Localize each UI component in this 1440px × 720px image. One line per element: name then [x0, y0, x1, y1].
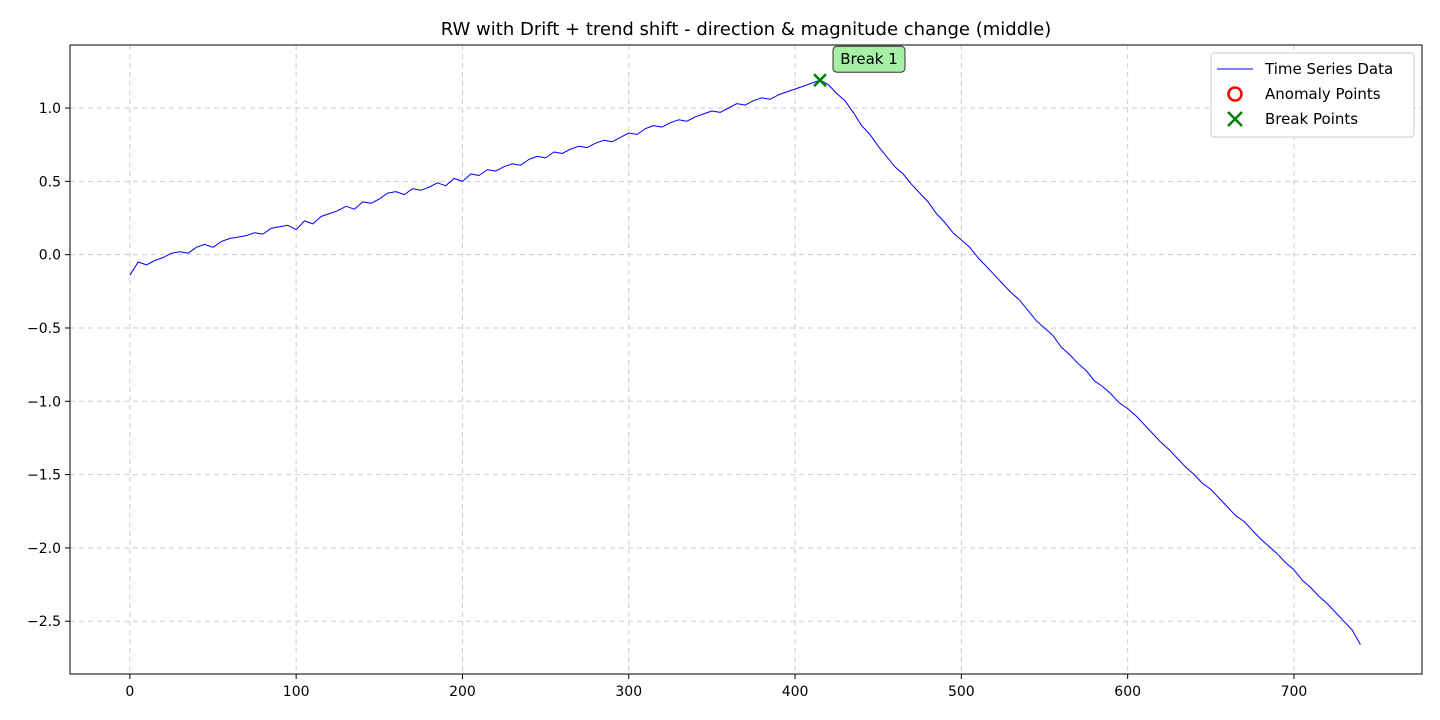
legend: Time Series Data Anomaly Points Break Poin…	[1210, 52, 1415, 138]
legend-label: Break Points	[1265, 110, 1358, 128]
legend-box	[1210, 52, 1415, 138]
y-tick-label: −1.5	[27, 468, 61, 484]
x-tick-label: 700	[1281, 684, 1308, 700]
y-tick-label: 1.0	[39, 101, 61, 117]
x-tick-label: 400	[782, 684, 809, 700]
x-tick-label: 100	[283, 684, 310, 700]
x-axis: 0 100 200 300 400 500 600 700	[125, 674, 1307, 700]
break-annotation-box	[832, 45, 906, 73]
grid	[70, 45, 1422, 674]
y-tick-label: −0.5	[27, 321, 61, 337]
break-cross-stroke	[813, 73, 827, 88]
markers-layer: Break 1	[813, 45, 906, 88]
y-tick-label: 0.0	[39, 248, 61, 264]
chart-title: RW with Drift + trend shift - direction …	[441, 19, 1052, 40]
y-tick-label: −2.5	[27, 614, 61, 630]
x-tick-label: 200	[449, 684, 476, 700]
x-tick-label: 600	[1114, 684, 1141, 700]
y-tick-label: 0.5	[39, 174, 61, 190]
y-axis: 1.0 0.5 0.0 −0.5 −1.0 −1.5 −2.0 −2.5	[27, 101, 70, 630]
y-tick-label: −1.0	[27, 394, 61, 410]
plot-frame	[69, 44, 1423, 675]
series-layer	[129, 79, 1361, 645]
legend-label: Time Series Data	[1264, 60, 1393, 78]
legend-circle-swatch	[1227, 86, 1243, 102]
break-annotation-label: Break 1	[840, 50, 898, 68]
legend-cross-stroke	[1227, 111, 1243, 127]
x-tick-label: 300	[615, 684, 642, 700]
legend-label: Anomaly Points	[1265, 85, 1381, 103]
break-point-marker	[813, 73, 827, 88]
series-line	[129, 79, 1361, 645]
legend-cross-swatch	[1227, 111, 1243, 127]
x-tick-label: 500	[948, 684, 975, 700]
x-tick-label: 0	[125, 684, 134, 700]
y-tick-label: −2.0	[27, 541, 61, 557]
